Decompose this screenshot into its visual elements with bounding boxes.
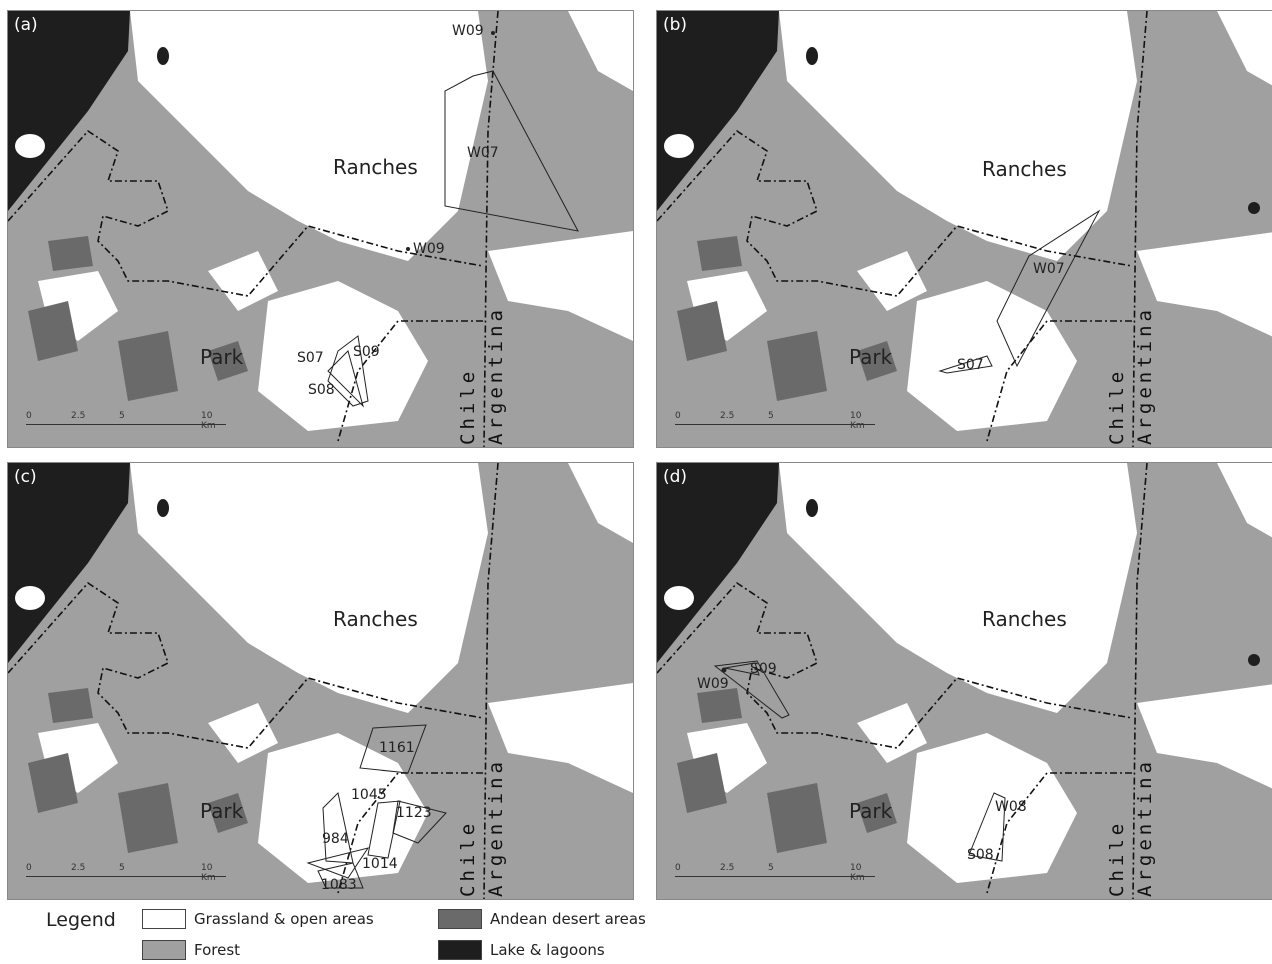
- chile-label: Chile: [1106, 819, 1128, 897]
- park-label: Park: [849, 345, 893, 369]
- scale-bar: 0 2.5 5 10 Km: [675, 863, 875, 889]
- chile-label: Chile: [1106, 367, 1128, 445]
- park-label: Park: [200, 345, 244, 369]
- andean-desert-swatch: [438, 909, 482, 929]
- argentina-label: Argentina: [485, 306, 507, 445]
- legend-item-forest: Forest: [142, 938, 240, 962]
- map-canvas-b: [657, 11, 1272, 447]
- legend-label: Forest: [194, 941, 241, 959]
- panel-label: (b): [663, 15, 688, 35]
- map-canvas-a: [8, 11, 633, 447]
- argentina-label: Argentina: [1134, 306, 1156, 445]
- chile-label: Chile: [457, 819, 479, 897]
- scale-tick: 2.5: [71, 411, 86, 421]
- tag-w07: W07: [1033, 261, 1065, 277]
- map-panel-d: (d) Ranches Park S09 W09 W08 S08 Chile A…: [656, 462, 1272, 900]
- scale-tick: 0: [26, 863, 32, 873]
- tag-w09-top: W09: [452, 23, 484, 39]
- legend-item-lake: Lake & lagoons: [438, 938, 605, 962]
- tag-w09: W09: [697, 676, 729, 692]
- scale-tick: 2.5: [71, 863, 86, 873]
- legend-item-andean-desert: Andean desert areas: [438, 907, 646, 931]
- scale-tick: 10 Km: [850, 863, 865, 883]
- scale-bar: 0 2.5 5 10 Km: [26, 411, 226, 437]
- scale-tick: 5: [119, 863, 125, 873]
- ranches-label: Ranches: [982, 607, 1067, 631]
- tag-s07: S07: [297, 350, 324, 366]
- scale-tick: 2.5: [720, 863, 735, 873]
- scale-bar: 0 2.5 5 10 Km: [26, 863, 226, 889]
- tag-1045: 1045: [351, 787, 387, 803]
- map-panel-b: (b) Ranches Park W07 S07 Chile Argentina…: [656, 10, 1272, 448]
- tag-1014: 1014: [362, 856, 398, 872]
- ranches-label: Ranches: [333, 155, 418, 179]
- scale-tick: 2.5: [720, 411, 735, 421]
- scale-tick: 0: [675, 863, 681, 873]
- map-canvas-c: [8, 463, 633, 899]
- map-canvas-d: [657, 463, 1272, 899]
- map-panel-c: (c) Ranches Park 1161 1045 1123 984 1014…: [7, 462, 634, 900]
- scale-tick: 5: [119, 411, 125, 421]
- panel-label: (a): [14, 15, 38, 35]
- forest-swatch: [142, 940, 186, 960]
- ranches-label: Ranches: [333, 607, 418, 631]
- scale-tick: 0: [26, 411, 32, 421]
- legend-item-grassland: Grassland & open areas: [142, 907, 374, 931]
- scale-tick: 10 Km: [201, 411, 216, 431]
- map-legend: Legend Grassland & open areas Forest And…: [46, 905, 666, 963]
- tag-s08: S08: [308, 382, 335, 398]
- park-label: Park: [849, 799, 893, 823]
- tag-s07: S07: [957, 357, 984, 373]
- park-label: Park: [200, 799, 244, 823]
- argentina-label: Argentina: [1134, 758, 1156, 897]
- scale-tick: 10 Km: [850, 411, 865, 431]
- tag-s09: S09: [750, 661, 777, 677]
- legend-label: Lake & lagoons: [490, 941, 605, 959]
- tag-w07: W07: [467, 145, 499, 161]
- tag-w08: W08: [995, 799, 1027, 815]
- ranches-label: Ranches: [982, 157, 1067, 181]
- panel-label: (d): [663, 467, 688, 487]
- tag-s09: S09: [353, 344, 380, 360]
- panel-label: (c): [14, 467, 37, 487]
- scale-bar: 0 2.5 5 10 Km: [675, 411, 875, 437]
- tag-1123: 1123: [396, 805, 432, 821]
- legend-title: Legend: [46, 909, 116, 931]
- legend-label: Grassland & open areas: [194, 910, 374, 928]
- lake-swatch: [438, 940, 482, 960]
- scale-tick: 0: [675, 411, 681, 421]
- tag-w09: W09: [413, 241, 445, 257]
- grassland-swatch: [142, 909, 186, 929]
- argentina-label: Argentina: [485, 758, 507, 897]
- tag-1161: 1161: [379, 740, 415, 756]
- legend-label: Andean desert areas: [490, 910, 646, 928]
- map-panel-a: (a) Ranches Park W09 W07 W09 S07 S09 S08…: [7, 10, 634, 448]
- scale-tick: 10 Km: [201, 863, 216, 883]
- tag-984: 984: [322, 831, 349, 847]
- scale-tick: 5: [768, 411, 774, 421]
- tag-1083: 1083: [321, 877, 357, 893]
- chile-label: Chile: [457, 367, 479, 445]
- scale-tick: 5: [768, 863, 774, 873]
- tag-s08: S08: [967, 847, 994, 863]
